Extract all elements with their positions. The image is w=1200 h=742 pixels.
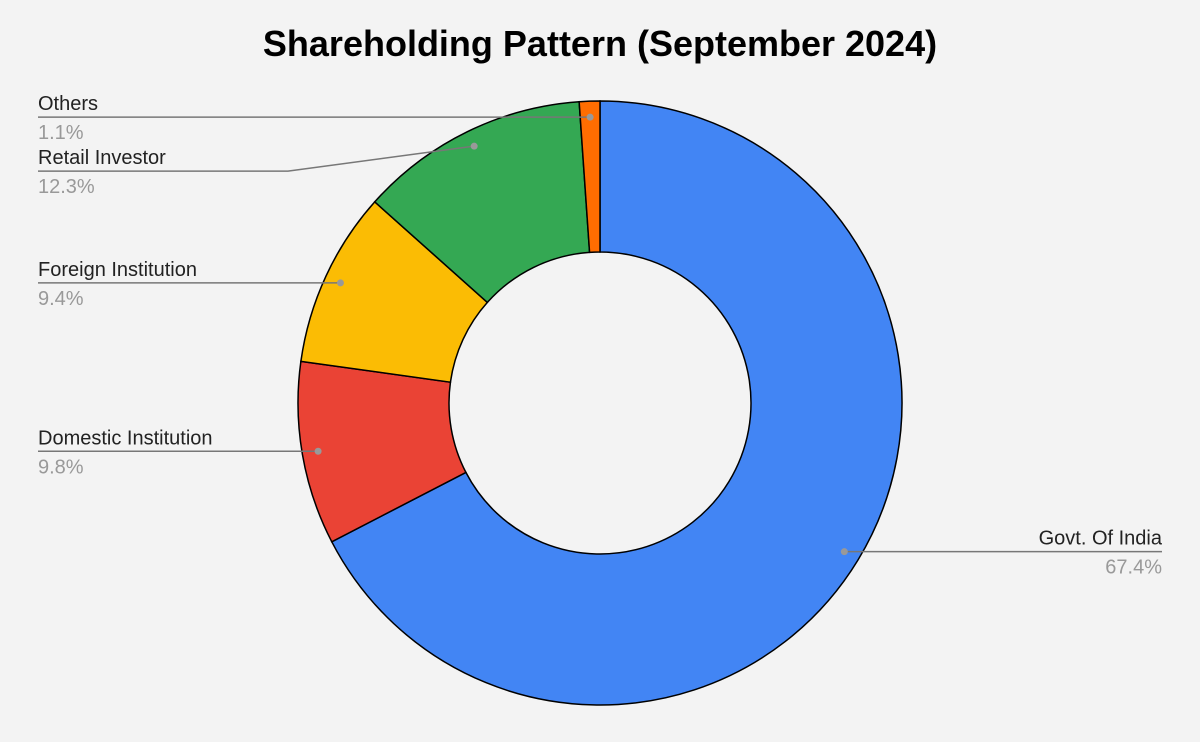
leader-line	[38, 145, 475, 172]
chart-title: Shareholding Pattern (September 2024)	[263, 23, 937, 64]
slice-value-label: 9.4%	[38, 288, 84, 310]
slice-value-label: 1.1%	[38, 122, 84, 144]
slice-value-label: 9.8%	[38, 456, 84, 478]
donut-segment	[578, 100, 601, 254]
leader-dot	[586, 113, 594, 121]
leader-dot	[840, 548, 848, 556]
leader-dot	[470, 142, 478, 150]
slice-label: Foreign Institution	[38, 259, 197, 281]
donut-segment	[330, 100, 903, 706]
slice-label: Govt. Of India	[1039, 528, 1163, 550]
donut-segment	[373, 100, 591, 304]
leader-dot	[314, 447, 322, 455]
slice-label: Retail Investor	[38, 147, 166, 169]
slice-value-label: 12.3%	[38, 176, 95, 198]
slice-label: Others	[38, 93, 98, 115]
leader-dot	[336, 279, 344, 287]
slice-label: Domestic Institution	[38, 427, 213, 449]
slice-value-label: 67.4%	[1105, 557, 1162, 579]
